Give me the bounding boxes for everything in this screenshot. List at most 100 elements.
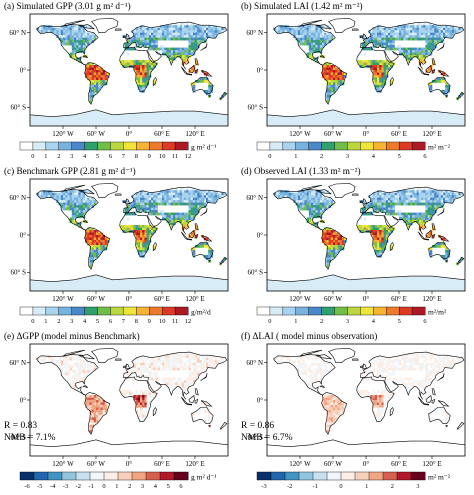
colorbar-swatch: [398, 141, 413, 151]
lon-label: 60° W: [324, 295, 342, 303]
colorbar-swatch: [308, 306, 323, 316]
colorbar-swatch: [19, 471, 35, 481]
colorbar-tick-label: 4: [372, 318, 376, 325]
colorbar-tick-label: 4: [372, 153, 376, 160]
colorbar-swatch: [173, 471, 189, 481]
colorbar-swatch: [410, 471, 426, 481]
colorbar-swatch: [298, 471, 314, 481]
colorbar-swatch: [321, 306, 335, 316]
colorbar-tick-label: 8: [135, 153, 138, 160]
colorbar-tick-label: 11: [172, 318, 178, 325]
lat-label: 60° S: [248, 434, 264, 442]
lon-label: 60° W: [87, 295, 105, 303]
colorbar-swatch: [45, 141, 60, 151]
colorbar-tick-label: 5: [167, 483, 170, 490]
lat-label: 60° N: [246, 359, 263, 367]
colorbar-tick-label: -1: [313, 483, 318, 490]
coastlines: [266, 18, 466, 118]
colorbar-swatch: [32, 306, 47, 316]
colorbar-swatch: [71, 306, 86, 316]
colorbar-tick-label: 1: [44, 153, 47, 160]
colorbar-tick-label: -2: [76, 483, 81, 490]
colorbar-tick-label: 0: [268, 318, 271, 325]
colorbar-tick-label: 9: [148, 153, 151, 160]
colorbar-swatch: [145, 471, 161, 481]
colorbar-tick-label: 12: [185, 318, 191, 325]
colorbar-swatch: [84, 141, 98, 151]
lon-label: 0°: [363, 295, 370, 303]
colorbar-swatch: [19, 306, 34, 316]
colorbar-swatch: [19, 141, 34, 151]
lon-label: 120° E: [185, 130, 204, 138]
lon-label: 60° E: [391, 130, 407, 138]
colorbar-tick-label: 3: [70, 153, 73, 160]
colorbar-unit: g/m²/d: [191, 308, 211, 317]
colorbar-tick-label: 0: [31, 153, 34, 160]
colorbar-swatch: [360, 306, 374, 316]
colorbar-swatch: [312, 471, 328, 481]
colorbar-swatch: [347, 306, 361, 316]
colorbar-swatch: [45, 306, 60, 316]
colorbar-tick-label: 6: [423, 153, 426, 160]
colorbar-tick-label: 1: [44, 318, 47, 325]
colorbar-tick-label: 5: [96, 318, 99, 325]
colorbar-swatch: [354, 471, 370, 481]
colorbar-tick-label: 1: [365, 483, 368, 490]
colorbar-swatch: [398, 306, 413, 316]
colorbar-tick-label: 6: [179, 483, 182, 490]
lon-label: 0°: [363, 460, 370, 468]
colorbar-tick-label: 0: [31, 318, 34, 325]
colorbar-swatch: [32, 141, 47, 151]
colorbar-swatch: [340, 471, 356, 481]
colorbar-swatch: [270, 471, 286, 481]
colorbar-swatch: [58, 141, 73, 151]
coastlines: [266, 348, 466, 448]
colorbar-tick-label: 6: [423, 318, 426, 325]
lon-label: 60° W: [87, 460, 105, 468]
colorbar-tick-label: 5: [96, 153, 99, 160]
lon-label: 0°: [363, 130, 370, 138]
colorbar-tick-label: 2: [57, 318, 60, 325]
colorbar-swatch: [308, 141, 323, 151]
colorbar: 0 1 2 3 4 5 6m² m⁻²: [256, 141, 451, 160]
colorbar-tick-label: -2: [287, 483, 292, 490]
colorbar-swatch: [373, 306, 387, 316]
colorbar: -3 -2 -1 0 1 2 3 m² m⁻²: [256, 471, 451, 490]
lat-label: 0°: [20, 231, 27, 239]
colorbar: 0 1 2 3 4 5 6 7 8 9 10 11 12g/m²/d: [19, 306, 211, 325]
colorbar-swatch: [110, 141, 124, 151]
panel-title: (e) ΔGPP (model minus Benchmark): [4, 331, 140, 341]
map-panel-a: (a) Simulated GPP (3.01 g m² d⁻¹) 60° N 0°…: [0, 0, 237, 165]
colorbar-unit: g m² d⁻¹: [191, 143, 217, 152]
colorbar-tick-label: 3: [416, 483, 419, 490]
lon-label: 120° W: [52, 460, 74, 468]
lat-label: 0°: [257, 66, 264, 74]
panel-title: (d) Observed LAI (1.33 m² m⁻²): [241, 166, 361, 176]
map-panel-f: (f) ΔLAI ( model minus observation) 60° N…: [237, 330, 474, 495]
colorbar-tick-label: 8: [135, 318, 138, 325]
lat-label: 60° N: [9, 29, 26, 37]
lon-label: 60° E: [154, 460, 170, 468]
map-panel-b: (b) Simulated LAI (1.42 m² m⁻²) 60° N 0° 60…: [237, 0, 474, 165]
colorbar-swatch: [256, 141, 271, 151]
colorbar-swatch: [373, 141, 387, 151]
lat-label: 60° S: [248, 269, 264, 277]
lon-label: 60° E: [391, 460, 407, 468]
colorbar-tick-label: 6: [109, 153, 112, 160]
lat-label: 60° N: [9, 359, 26, 367]
lon-label: 120° W: [52, 295, 74, 303]
panel-title: (a) Simulated GPP (3.01 g m² d⁻¹): [4, 1, 131, 11]
colorbar-tick-label: 12: [185, 153, 191, 160]
colorbar-tick-label: 0: [102, 483, 105, 490]
colorbar-swatch: [347, 141, 361, 151]
colorbar-tick-label: -5: [37, 483, 42, 490]
colorbar-tick-label: 4: [83, 318, 87, 325]
colorbar-tick-label: 5: [398, 318, 401, 325]
lat-label: 60° S: [11, 269, 27, 277]
colorbar-swatch: [84, 306, 98, 316]
lon-label: 0°: [126, 130, 133, 138]
colorbar-tick-label: -4: [50, 483, 56, 490]
colorbar-tick-label: 2: [320, 153, 323, 160]
